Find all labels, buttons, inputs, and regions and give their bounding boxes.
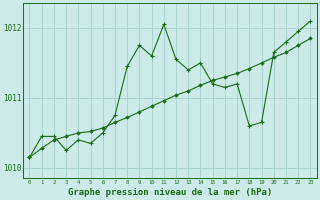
- X-axis label: Graphe pression niveau de la mer (hPa): Graphe pression niveau de la mer (hPa): [68, 188, 272, 197]
